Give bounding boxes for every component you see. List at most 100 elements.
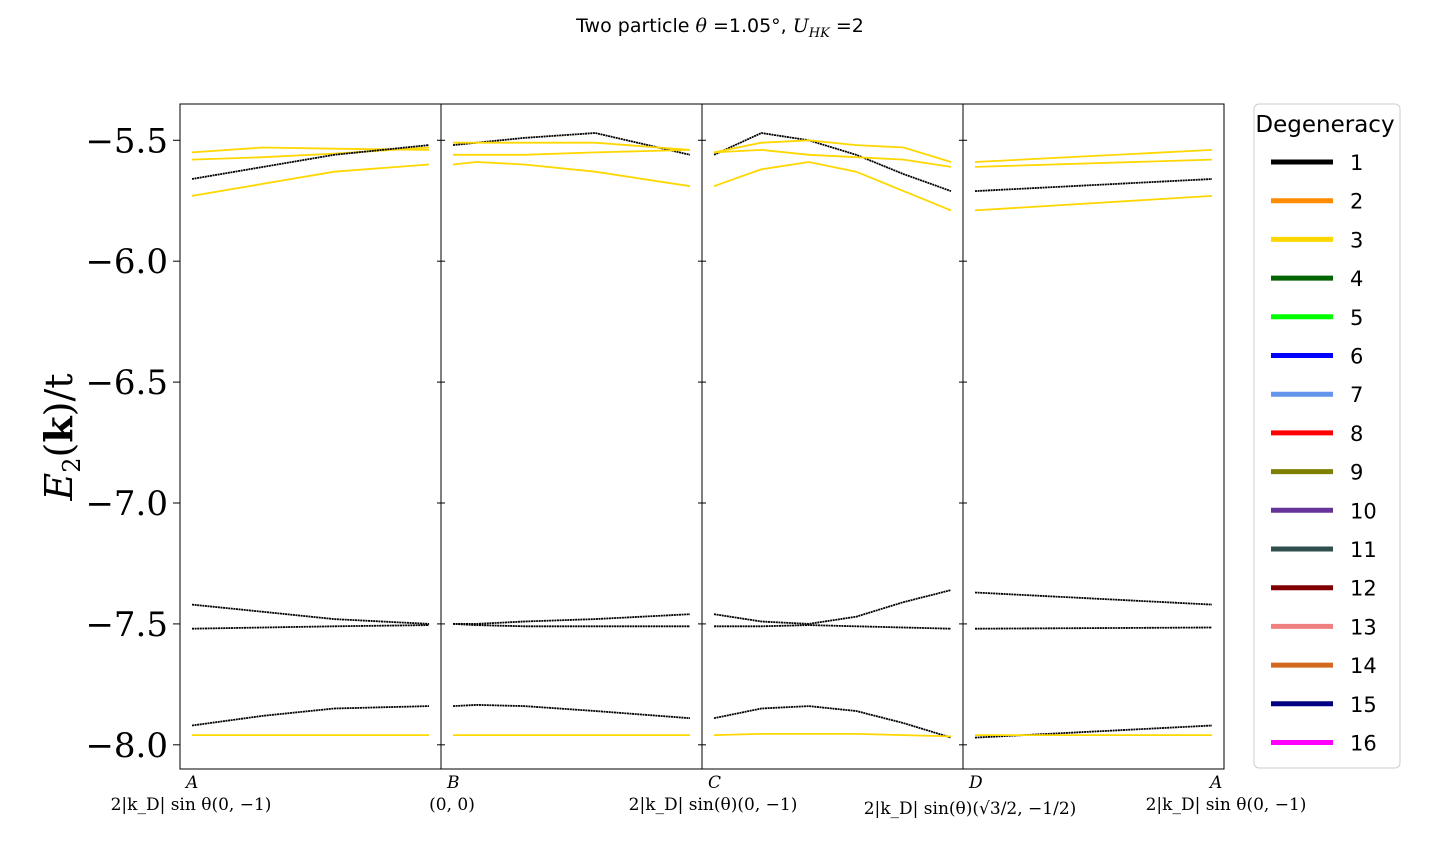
panel-frame xyxy=(440,103,703,770)
panel-bands xyxy=(452,132,691,736)
ylabel-rest: )/t xyxy=(37,373,81,416)
band-line-deg-3 xyxy=(453,141,691,151)
band-line-deg-3 xyxy=(191,146,430,161)
band-line-deg-3 xyxy=(191,146,430,154)
title-u: U xyxy=(793,15,810,37)
k-point-labels: A2|k_D| sin θ(0, −1)B(0, 0)C2|k_D| sin(θ… xyxy=(111,773,1307,819)
legend-label: 15 xyxy=(1350,693,1377,717)
band-line-deg-1 xyxy=(452,623,690,628)
y-tick-label: −6.5 xyxy=(85,363,168,403)
legend-label: 16 xyxy=(1350,732,1377,756)
legend-entry: 1 xyxy=(1271,151,1363,175)
ylabel-k: k xyxy=(36,416,81,443)
band-line-deg-1 xyxy=(191,705,430,727)
k-point-coordinate: 2|k_D| sin θ(0, −1) xyxy=(1146,795,1307,815)
legend-label: 2 xyxy=(1350,190,1363,214)
panel-bands xyxy=(191,144,430,736)
legend-label: 3 xyxy=(1350,228,1363,252)
panel-frame xyxy=(179,103,442,770)
k-point-coordinate: 2|k_D| sin(θ)(√3/2, −1/2) xyxy=(864,799,1077,819)
legend-entry: 5 xyxy=(1271,306,1363,330)
band-line-deg-3 xyxy=(713,148,952,168)
band-line-deg-1 xyxy=(452,703,691,720)
band-line-deg-1 xyxy=(974,626,1213,630)
legend-entry: 14 xyxy=(1271,654,1377,678)
legend-entry: 16 xyxy=(1271,732,1377,756)
band-line-deg-1 xyxy=(713,705,952,739)
y-axis-label: E2(k)/t xyxy=(36,373,86,501)
k-point-name: B xyxy=(446,773,460,793)
panel-3 xyxy=(701,103,967,770)
legend-entry: 12 xyxy=(1271,577,1377,601)
k-point-name: C xyxy=(708,773,721,793)
legend-label: 8 xyxy=(1350,422,1363,446)
legend-label: 5 xyxy=(1350,306,1363,330)
band-line-deg-1 xyxy=(191,144,430,180)
k-point-coordinate: (0, 0) xyxy=(429,795,475,815)
legend-entry: 7 xyxy=(1271,383,1363,407)
legend-label: 12 xyxy=(1350,577,1377,601)
legend-entry: 11 xyxy=(1271,538,1377,562)
band-line-deg-1 xyxy=(974,591,1213,606)
legend-label: 11 xyxy=(1350,538,1377,562)
band-line-deg-1 xyxy=(453,613,691,625)
legend-label: 14 xyxy=(1350,654,1377,678)
band-line-deg-3 xyxy=(452,161,691,188)
legend-label: 6 xyxy=(1350,345,1363,369)
band-line-deg-3 xyxy=(974,149,1213,163)
legend-entry: 13 xyxy=(1271,615,1377,639)
legend-entry: 10 xyxy=(1271,499,1377,523)
legend-label: 4 xyxy=(1350,267,1363,291)
title-suffix: =2 xyxy=(830,15,864,37)
ylabel-e: E xyxy=(37,473,81,502)
legend-entry: 8 xyxy=(1271,422,1363,446)
band-line-deg-3 xyxy=(713,161,952,212)
legend-entry: 2 xyxy=(1271,190,1363,214)
title-mid: =1.05°, xyxy=(707,15,793,37)
y-tick-label: −6.0 xyxy=(85,242,168,282)
panel-2 xyxy=(440,103,706,770)
panel-frame xyxy=(701,103,964,770)
ylabel-open: ( xyxy=(37,443,81,458)
k-point-name: A xyxy=(184,773,198,793)
legend-entry: 9 xyxy=(1271,461,1363,485)
legend-label: 1 xyxy=(1350,151,1363,175)
y-ticks: −5.5 −6.0 −6.5 −7.0 −7.5 −8.0 xyxy=(85,121,180,766)
legend-entry: 6 xyxy=(1271,345,1363,369)
band-line-deg-1 xyxy=(191,603,430,625)
k-point-name: D xyxy=(968,773,983,793)
panel-frame xyxy=(962,103,1225,770)
title-theta: θ xyxy=(695,15,707,37)
band-line-deg-3 xyxy=(713,733,952,738)
band-line-deg-3 xyxy=(974,195,1213,212)
legend-frame xyxy=(1253,103,1401,769)
panels xyxy=(179,103,1225,770)
chart-title: Two particle θ =1.05°, UHK =2 xyxy=(575,15,864,41)
legend-entry: 15 xyxy=(1271,693,1377,717)
legend-entry: 3 xyxy=(1271,228,1363,252)
k-point-coordinate: 2|k_D| sin θ(0, −1) xyxy=(111,795,272,815)
k-point-name: A xyxy=(1208,773,1222,793)
legend-label: 7 xyxy=(1350,383,1363,407)
band-line-deg-3 xyxy=(453,149,691,156)
band-line-deg-3 xyxy=(974,158,1213,168)
band-line-deg-3 xyxy=(713,139,952,163)
panel-bands xyxy=(713,132,952,739)
band-line-deg-1 xyxy=(974,178,1213,192)
legend-title: Degeneracy xyxy=(1255,112,1394,138)
panel-1 xyxy=(179,103,445,770)
legend-label: 9 xyxy=(1350,461,1363,485)
panel-4 xyxy=(962,103,1225,770)
k-point-coordinate: 2|k_D| sin(θ)(0, −1) xyxy=(629,795,798,815)
y-tick-label: −8.0 xyxy=(85,726,168,766)
band-line-deg-1 xyxy=(713,589,952,625)
ylabel-sub: 2 xyxy=(58,458,86,473)
band-line-deg-1 xyxy=(191,624,430,630)
legend-entry: 4 xyxy=(1271,267,1363,291)
title-prefix: Two particle xyxy=(575,15,695,37)
title-u-sub: HK xyxy=(808,26,831,41)
band-line-deg-1 xyxy=(713,132,952,192)
band-line-deg-3 xyxy=(191,163,430,197)
